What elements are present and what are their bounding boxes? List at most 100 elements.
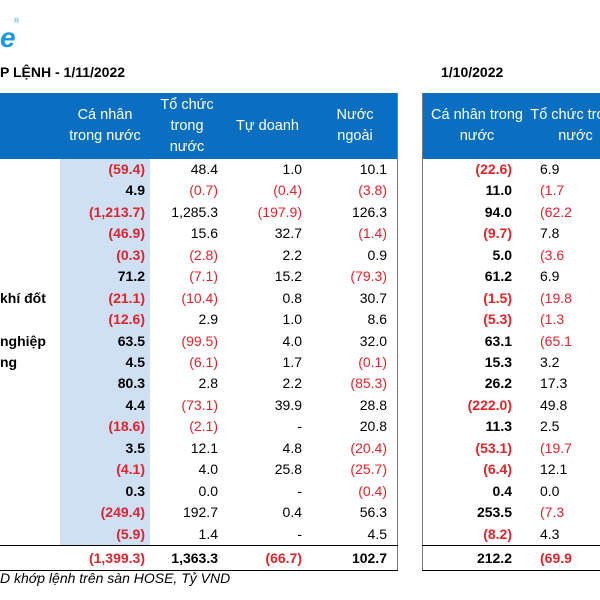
cell-nuoc-ngoai: (20.4) — [350, 439, 387, 456]
cell-right-to-chuc: 3.2 — [540, 354, 560, 370]
cell-nuoc-ngoai: (3.8) — [358, 182, 387, 199]
cell-tu-doanh: 39.9 — [274, 396, 302, 413]
cell-tu-doanh: (0.4) — [273, 182, 302, 199]
total-right-to-chuc: (69.9 — [540, 550, 572, 566]
cell-nuoc-ngoai: 32.0 — [359, 332, 387, 349]
right-table-border — [422, 93, 423, 571]
table-row: (5.9) 1.4 - 4.5 (8.2) 4.3 — [0, 524, 600, 545]
header-ca-nhan: Cá nhân trong nước — [69, 107, 141, 144]
cell-right-ca-nhan: (1.5) — [483, 289, 512, 306]
table-row: (1,213.7) 1,285.3 (197.9) 126.3 94.0 (62.2 — [0, 202, 600, 223]
cell-nuoc-ngoai: 28.8 — [359, 396, 387, 413]
left-table-border — [397, 93, 398, 571]
cell-to-chuc: 48.4 — [190, 161, 218, 177]
cell-right-to-chuc: 6.9 — [540, 268, 560, 285]
header-tu-doanh: Tự doanh — [236, 117, 299, 134]
cell-to-chuc: 12.1 — [190, 439, 218, 456]
cell-nuoc-ngoai: (1.4) — [358, 225, 387, 242]
cell-right-to-chuc: 7.8 — [540, 225, 560, 242]
cell-right-to-chuc: 49.8 — [540, 396, 568, 413]
cell-ca-nhan: (18.6) — [108, 418, 145, 435]
cell-right-to-chuc: (65.1 — [540, 332, 572, 349]
cell-tu-doanh: 4.0 — [282, 332, 302, 349]
cell-nuoc-ngoai: 4.5 — [367, 525, 387, 542]
cell-nuoc-ngoai: (0.4) — [358, 482, 387, 499]
total-ca-nhan: (1,399.3) — [88, 550, 145, 566]
table-row: 3.5 12.1 4.8 (20.4) (53.1) (19.7 — [0, 438, 600, 459]
table-row: 4.4 (73.1) 39.9 28.8 (222.0) 49.8 — [0, 395, 600, 416]
row-label: ng — [0, 354, 18, 370]
cell-ca-nhan: 63.5 — [117, 332, 145, 349]
cell-ca-nhan: 4.9 — [125, 182, 145, 199]
cell-right-to-chuc: 17.3 — [540, 375, 568, 392]
cell-to-chuc: (0.7) — [189, 182, 218, 199]
cell-ca-nhan: 4.5 — [125, 354, 145, 370]
right-table-title: 1/10/2022 — [441, 64, 504, 80]
cell-to-chuc: 1,285.3 — [171, 203, 218, 220]
header-to-chuc: Tổ chức trong nước — [160, 96, 214, 155]
cell-to-chuc: (6.1) — [189, 354, 218, 370]
cell-right-to-chuc: 4.3 — [540, 525, 560, 542]
cell-right-to-chuc: 0.0 — [540, 482, 560, 499]
cell-right-to-chuc: 6.9 — [540, 161, 560, 177]
cell-right-ca-nhan: 94.0 — [484, 203, 512, 220]
cell-right-ca-nhan: 5.0 — [492, 246, 512, 263]
cell-nuoc-ngoai: 30.7 — [359, 289, 387, 306]
table-row: (46.9) 15.6 32.7 (1.4) (9.7) 7.8 — [0, 223, 600, 244]
total-to-chuc: 1,363.3 — [171, 550, 218, 566]
cell-to-chuc: (73.1) — [181, 396, 218, 413]
cell-right-ca-nhan: (8.2) — [483, 525, 512, 542]
table-row: (12.6) 2.9 1.0 8.6 (5.3) (1.3 — [0, 309, 600, 330]
header-nuoc-ngoai: Nước ngoài — [336, 107, 374, 144]
cell-right-ca-nhan: (53.1) — [475, 439, 512, 456]
table-row: 80.3 2.8 2.2 (85.3) 26.2 17.3 — [0, 373, 600, 394]
cell-right-ca-nhan: 63.1 — [484, 332, 512, 349]
cell-to-chuc: 1.4 — [198, 525, 218, 542]
cell-nuoc-ngoai: 8.6 — [367, 311, 387, 328]
right-header-to-chuc: Tổ chức trong nước — [530, 107, 600, 144]
source-note: D khớp lệnh trên sàn HOSE, Tỷ VND — [0, 570, 231, 586]
registered-mark: ® — [14, 18, 20, 25]
cell-ca-nhan: 0.3 — [125, 482, 145, 499]
cell-right-ca-nhan: (9.7) — [483, 225, 512, 242]
cell-nuoc-ngoai: 20.8 — [359, 418, 387, 435]
cell-ca-nhan: (1,213.7) — [88, 203, 145, 220]
cell-to-chuc: (2.8) — [189, 246, 218, 263]
cell-ca-nhan: (0.3) — [116, 246, 145, 263]
cell-right-ca-nhan: 15.3 — [484, 354, 512, 370]
cell-tu-doanh: 2.2 — [282, 246, 302, 263]
cell-ca-nhan: (46.9) — [108, 225, 145, 242]
brand-logo: e — [0, 22, 16, 53]
cell-ca-nhan: 80.3 — [117, 375, 145, 392]
cell-tu-doanh: - — [297, 418, 302, 435]
cell-nuoc-ngoai: 10.1 — [359, 161, 387, 177]
cell-ca-nhan: 71.2 — [117, 268, 145, 285]
row-label: khí đốt — [0, 289, 46, 306]
cell-right-to-chuc: (1.7 — [540, 182, 565, 199]
left-table-title: P LỆNH - 1/11/2022 — [0, 64, 126, 80]
cell-right-to-chuc: (62.2 — [540, 203, 572, 220]
cell-to-chuc: 192.7 — [182, 504, 218, 521]
cell-to-chuc: (2.1) — [189, 418, 218, 435]
cell-ca-nhan: (12.6) — [108, 311, 145, 328]
table-row: nghiệp 63.5 (99.5) 4.0 32.0 63.1 (65.1 — [0, 331, 600, 352]
cell-nuoc-ngoai: (85.3) — [350, 375, 387, 392]
cell-nuoc-ngoai: (0.1) — [358, 354, 387, 370]
table-row: (4.1) 4.0 25.8 (25.7) (6.4) 12.1 — [0, 459, 600, 480]
cell-right-ca-nhan: (5.3) — [483, 311, 512, 328]
cell-ca-nhan: (4.1) — [116, 461, 145, 478]
cell-right-to-chuc: (19.7 — [540, 439, 572, 456]
cell-nuoc-ngoai: 56.3 — [359, 504, 387, 521]
cell-right-ca-nhan: (6.4) — [483, 461, 512, 478]
cell-right-ca-nhan: 26.2 — [484, 375, 512, 392]
cell-ca-nhan: (21.1) — [108, 289, 145, 306]
cell-to-chuc: (7.1) — [189, 268, 218, 285]
cell-right-to-chuc: (1.3 — [540, 311, 565, 328]
table-row: 71.2 (7.1) 15.2 (79.3) 61.2 6.9 — [0, 266, 600, 287]
cell-to-chuc: 15.6 — [190, 225, 218, 242]
cell-right-to-chuc: 2.5 — [540, 418, 560, 435]
row-label: nghiệp — [0, 332, 46, 349]
table-row: (249.4) 192.7 0.4 56.3 253.5 (7.3 — [0, 502, 600, 523]
cell-tu-doanh: (197.9) — [257, 203, 302, 220]
cell-tu-doanh: 0.8 — [282, 289, 302, 306]
